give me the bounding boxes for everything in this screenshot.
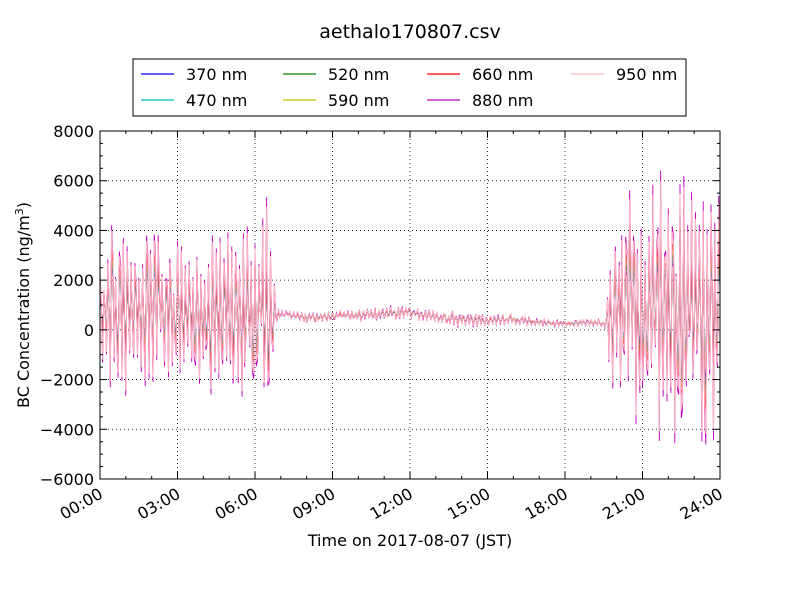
y-tick-label: −6000 — [40, 470, 94, 489]
y-tick-label: 6000 — [53, 172, 94, 191]
legend-label: 470 nm — [186, 91, 247, 110]
y-tick-label: −2000 — [40, 371, 94, 390]
legend: 370 nm 470 nm 520 nm 590 nm 660 nm 880 nm 950 … — [132, 58, 687, 117]
x-tick-label: 00:00 — [57, 484, 106, 524]
x-tick-label: 09:00 — [289, 484, 338, 524]
x-tick-label: 12:00 — [367, 484, 416, 524]
y-axis-label-sup: 3 — [13, 208, 26, 215]
series-lines — [100, 170, 720, 445]
y-tick-label: −4000 — [40, 420, 94, 439]
x-tick-labels: 00:00 03:00 06:00 09:00 12:00 15:00 18:00 21:00… — [57, 484, 726, 524]
x-tick-label: 15:00 — [444, 484, 493, 524]
x-axis-label: Time on 2017-08-07 (JST) — [307, 531, 512, 550]
legend-label: 950 nm — [616, 65, 677, 84]
y-axis-label: BC Concentration (ng/m3) — [13, 202, 33, 408]
x-tick-label: 24:00 — [677, 484, 726, 524]
x-tick-label: 18:00 — [522, 484, 571, 524]
legend-label: 590 nm — [328, 91, 389, 110]
legend-box — [132, 58, 687, 117]
y-axis-label-close: ) — [14, 202, 33, 208]
series-line-950-nm — [100, 180, 720, 435]
x-tick-label: 21:00 — [599, 484, 648, 524]
y-axis-label-main: BC Concentration (ng/m — [14, 215, 33, 408]
axis-ticks — [99, 130, 721, 480]
y-tick-label: 2000 — [53, 271, 94, 290]
plot-area — [100, 131, 720, 479]
y-tick-label: 0 — [84, 321, 94, 340]
x-tick-label: 03:00 — [134, 484, 183, 524]
y-tick-labels: −6000 −4000 −2000 0 2000 4000 6000 8000 — [40, 122, 94, 489]
legend-label: 520 nm — [328, 65, 389, 84]
legend-label: 660 nm — [472, 65, 533, 84]
y-tick-label: 4000 — [53, 221, 94, 240]
legend-label: 880 nm — [472, 91, 533, 110]
x-tick-label: 06:00 — [212, 484, 261, 524]
y-tick-label: 8000 — [53, 122, 94, 141]
legend-label: 370 nm — [186, 65, 247, 84]
chart-title: aethalo170807.csv — [319, 21, 501, 43]
